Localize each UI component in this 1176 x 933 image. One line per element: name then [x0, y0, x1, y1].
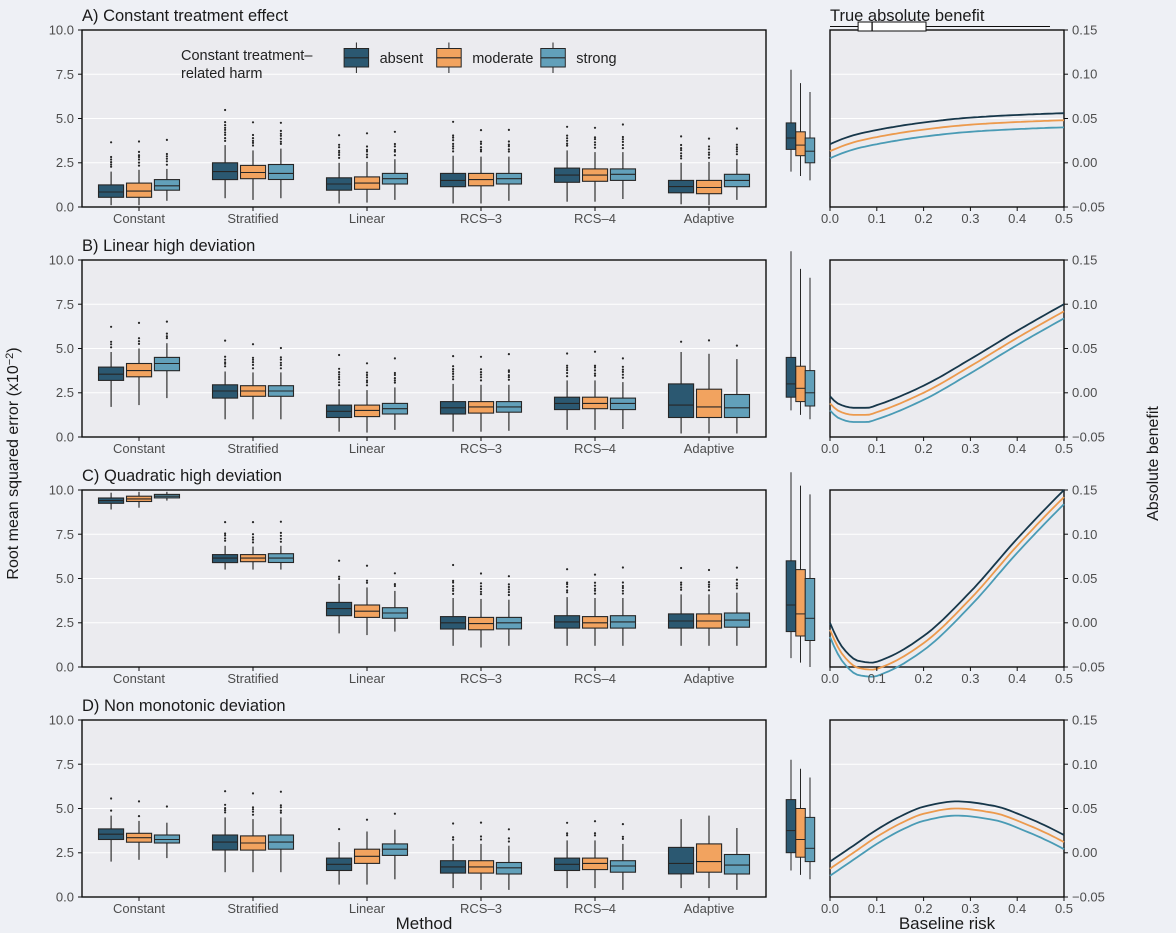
svg-text:0.4: 0.4 [1008, 901, 1026, 916]
svg-text:Adaptive: Adaptive [684, 441, 735, 456]
svg-text:Adaptive: Adaptive [684, 211, 735, 226]
svg-text:0.5: 0.5 [1055, 901, 1073, 916]
svg-text:B) Linear high deviation: B) Linear high deviation [82, 237, 255, 255]
svg-text:−0.05: −0.05 [1072, 430, 1105, 445]
svg-text:0.10: 0.10 [1072, 757, 1097, 772]
svg-text:0.5: 0.5 [1055, 671, 1073, 686]
svg-text:Linear: Linear [349, 441, 386, 456]
svg-text:RCS–4: RCS–4 [574, 901, 616, 916]
svg-text:0.3: 0.3 [961, 211, 979, 226]
svg-text:0.0: 0.0 [821, 901, 839, 916]
svg-text:0.1: 0.1 [868, 901, 886, 916]
svg-text:0.10: 0.10 [1072, 67, 1097, 82]
svg-text:0.2: 0.2 [915, 441, 933, 456]
svg-text:0.1: 0.1 [868, 211, 886, 226]
svg-text:Constant treatment–: Constant treatment– [181, 48, 313, 64]
svg-text:0.05: 0.05 [1072, 111, 1097, 126]
svg-text:10.0: 10.0 [49, 23, 74, 38]
svg-text:0.0: 0.0 [56, 430, 74, 445]
svg-text:0.3: 0.3 [961, 671, 979, 686]
svg-text:0.10: 0.10 [1072, 297, 1097, 312]
svg-text:Constant: Constant [113, 441, 165, 456]
svg-text:0.0: 0.0 [821, 441, 839, 456]
svg-text:Root mean squared error (x10−2: Root mean squared error (x10−2) [4, 347, 22, 579]
svg-text:RCS–3: RCS–3 [460, 441, 502, 456]
svg-text:0.0: 0.0 [821, 671, 839, 686]
svg-text:0.5: 0.5 [1055, 211, 1073, 226]
svg-text:2.5: 2.5 [56, 615, 74, 630]
svg-text:10.0: 10.0 [49, 253, 74, 268]
svg-text:7.5: 7.5 [56, 757, 74, 772]
svg-text:0.0: 0.0 [821, 211, 839, 226]
svg-text:Stratified: Stratified [227, 671, 278, 686]
svg-text:D) Non monotonic deviation: D) Non monotonic deviation [82, 697, 286, 715]
svg-text:moderate: moderate [472, 51, 533, 67]
svg-text:C) Quadratic high deviation: C) Quadratic high deviation [82, 467, 282, 485]
svg-text:A) Constant treatment effect: A) Constant treatment effect [82, 7, 288, 25]
svg-text:5.0: 5.0 [56, 801, 74, 816]
svg-text:0.00: 0.00 [1072, 845, 1097, 860]
svg-text:0.00: 0.00 [1072, 615, 1097, 630]
svg-text:Linear: Linear [349, 671, 386, 686]
svg-text:Absolute benefit: Absolute benefit [1145, 406, 1162, 521]
svg-text:5.0: 5.0 [56, 571, 74, 586]
svg-text:0.3: 0.3 [961, 441, 979, 456]
svg-text:2.5: 2.5 [56, 385, 74, 400]
svg-text:Adaptive: Adaptive [684, 901, 735, 916]
svg-text:Stratified: Stratified [227, 211, 278, 226]
svg-text:0.5: 0.5 [1055, 441, 1073, 456]
svg-text:−0.05: −0.05 [1072, 890, 1105, 905]
svg-text:0.0: 0.0 [56, 890, 74, 905]
svg-text:RCS–3: RCS–3 [460, 671, 502, 686]
svg-text:5.0: 5.0 [56, 111, 74, 126]
svg-text:related harm: related harm [181, 66, 262, 82]
svg-text:0.00: 0.00 [1072, 155, 1097, 170]
svg-text:Baseline risk: Baseline risk [899, 914, 996, 933]
svg-text:Linear: Linear [349, 211, 386, 226]
svg-text:Stratified: Stratified [227, 441, 278, 456]
svg-text:0.4: 0.4 [1008, 441, 1026, 456]
svg-text:RCS–3: RCS–3 [460, 211, 502, 226]
svg-text:strong: strong [576, 51, 616, 67]
svg-text:0.1: 0.1 [868, 671, 886, 686]
svg-text:0.15: 0.15 [1072, 483, 1097, 498]
svg-text:0.05: 0.05 [1072, 801, 1097, 816]
svg-text:RCS–4: RCS–4 [574, 211, 616, 226]
svg-text:10.0: 10.0 [49, 483, 74, 498]
svg-text:absent: absent [380, 51, 424, 67]
svg-text:Constant: Constant [113, 901, 165, 916]
svg-text:10.0: 10.0 [49, 713, 74, 728]
svg-text:−0.05: −0.05 [1072, 200, 1105, 215]
svg-text:0.00: 0.00 [1072, 385, 1097, 400]
svg-text:Stratified: Stratified [227, 901, 278, 916]
svg-text:Method: Method [396, 914, 453, 933]
svg-text:0.15: 0.15 [1072, 253, 1097, 268]
svg-text:0.4: 0.4 [1008, 671, 1026, 686]
svg-text:0.15: 0.15 [1072, 23, 1097, 38]
svg-text:0.10: 0.10 [1072, 527, 1097, 542]
svg-text:Linear: Linear [349, 901, 386, 916]
svg-text:0.05: 0.05 [1072, 341, 1097, 356]
svg-text:0.2: 0.2 [915, 671, 933, 686]
svg-text:7.5: 7.5 [56, 297, 74, 312]
svg-text:RCS–3: RCS–3 [460, 901, 502, 916]
svg-text:RCS–4: RCS–4 [574, 441, 616, 456]
svg-text:0.1: 0.1 [868, 441, 886, 456]
svg-text:0.0: 0.0 [56, 200, 74, 215]
svg-text:Adaptive: Adaptive [684, 671, 735, 686]
svg-text:Constant: Constant [113, 211, 165, 226]
svg-text:2.5: 2.5 [56, 845, 74, 860]
svg-text:0.4: 0.4 [1008, 211, 1026, 226]
svg-text:−0.05: −0.05 [1072, 660, 1105, 675]
svg-text:0.0: 0.0 [56, 660, 74, 675]
svg-text:5.0: 5.0 [56, 341, 74, 356]
svg-text:0.2: 0.2 [915, 211, 933, 226]
svg-text:0.05: 0.05 [1072, 571, 1097, 586]
svg-text:2.5: 2.5 [56, 155, 74, 170]
svg-text:RCS–4: RCS–4 [574, 671, 616, 686]
svg-text:Constant: Constant [113, 671, 165, 686]
svg-text:7.5: 7.5 [56, 67, 74, 82]
svg-text:7.5: 7.5 [56, 527, 74, 542]
svg-text:0.15: 0.15 [1072, 713, 1097, 728]
